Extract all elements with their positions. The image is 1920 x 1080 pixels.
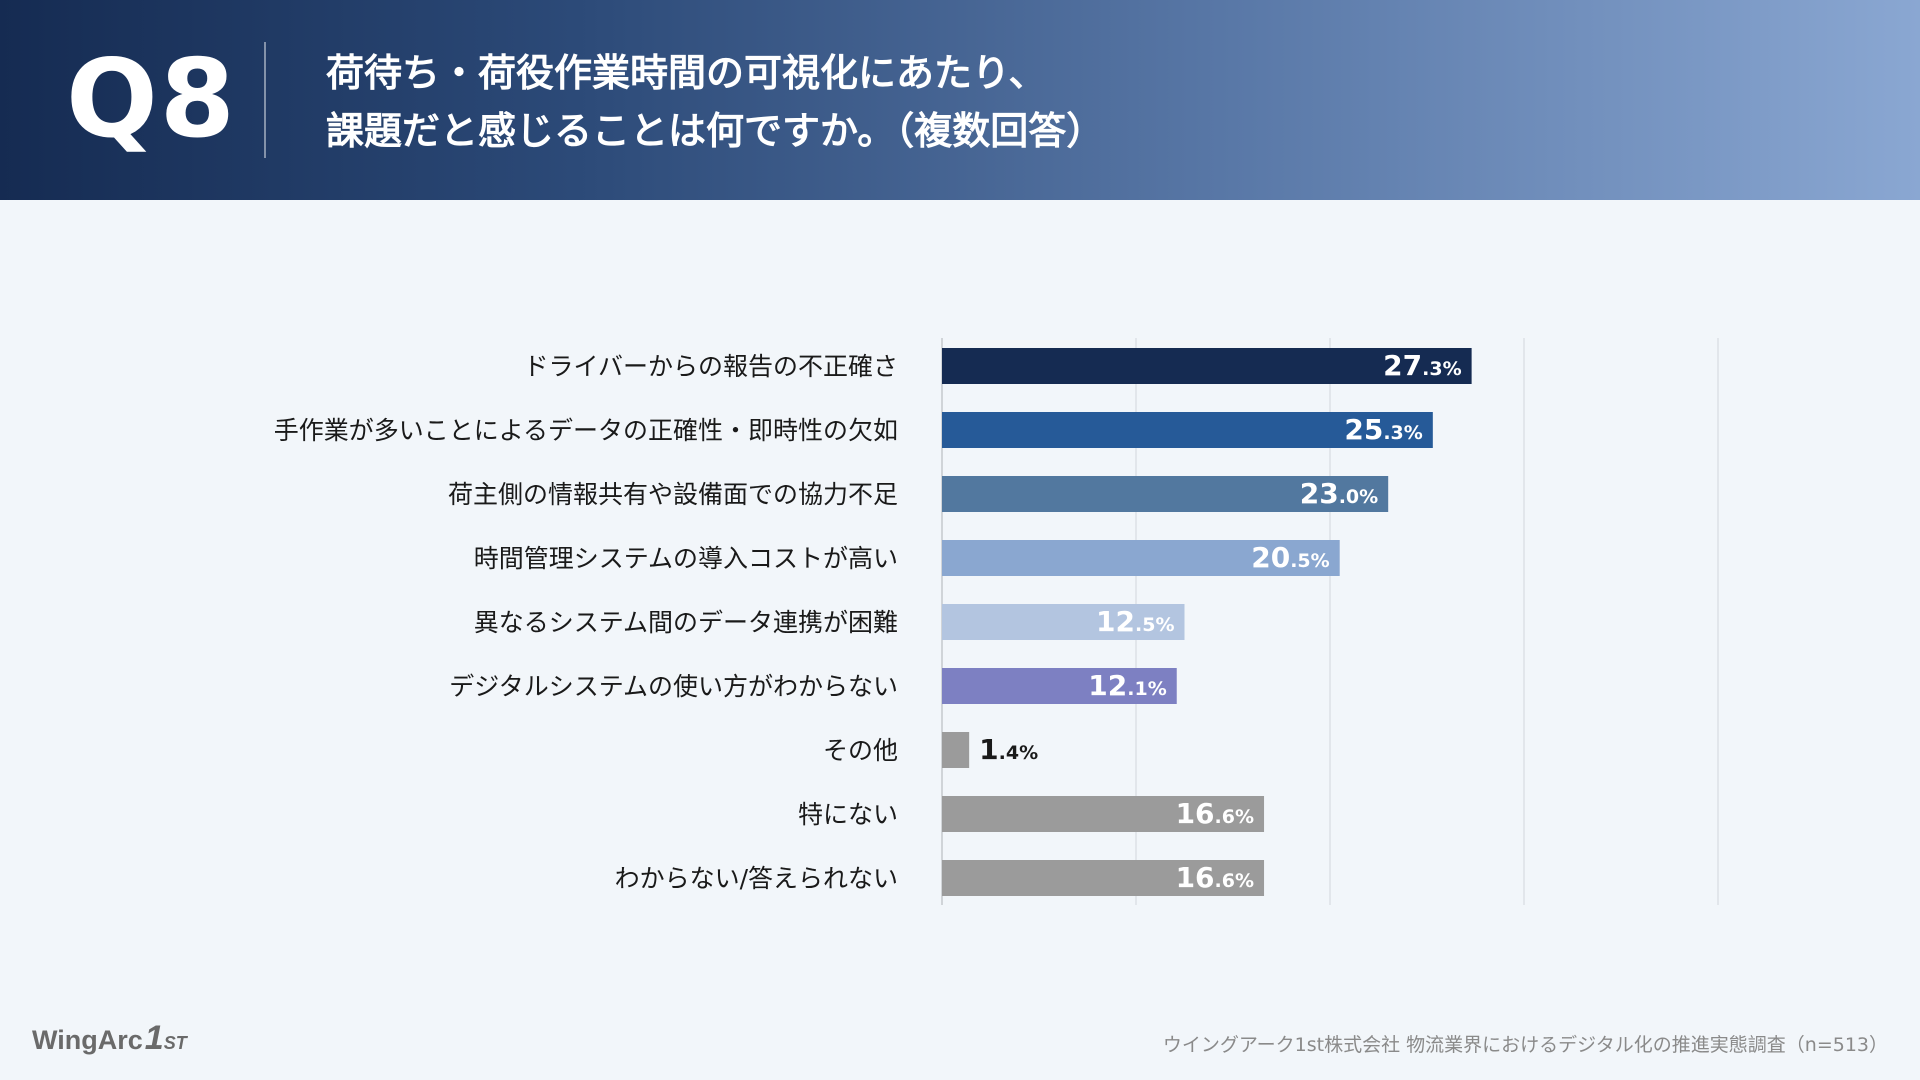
category-label: デジタルシステムの使い方がわからない (449, 672, 898, 701)
logo-mark: 1 (144, 1019, 164, 1057)
value-label-int: 1 (979, 733, 998, 766)
question-title: 荷待ち・荷役作業時間の可視化にあたり、 課題だと感じることは何ですか。（複数回答… (326, 44, 1626, 160)
value-label-int: 23 (1300, 477, 1339, 510)
value-label-int: 16 (1176, 861, 1215, 894)
category-label: ドライバーからの報告の不正確さ (523, 352, 898, 381)
value-label-dec: .1% (1127, 678, 1166, 700)
bar (942, 668, 1177, 704)
bar (942, 348, 1472, 384)
value-label-dec: .0% (1339, 486, 1378, 508)
bar (942, 476, 1389, 512)
question-title-line1: 荷待ち・荷役作業時間の可視化にあたり、 (326, 51, 1047, 95)
value-label-dec: .6% (1215, 806, 1254, 828)
bar (942, 860, 1265, 896)
value-label: 23.0% (1300, 477, 1378, 510)
value-label: 12.1% (1088, 669, 1166, 702)
bar (942, 540, 1340, 576)
value-label-dec: .3% (1422, 358, 1461, 380)
value-label: 1.4% (979, 733, 1038, 766)
value-label-dec: .4% (999, 742, 1038, 764)
header-divider (264, 42, 266, 158)
category-label: 手作業が多いことによるデータの正確性・即時性の欠如 (274, 416, 898, 445)
value-label-int: 12 (1096, 605, 1135, 638)
category-label: 時間管理システムの導入コストが高い (474, 544, 898, 573)
category-label: 異なるシステム間のデータ連携が困難 (474, 608, 898, 637)
bar (942, 796, 1265, 832)
source-note: ウイングアーク1st株式会社 物流業界におけるデジタル化の推進実態調査（n=51… (1162, 1034, 1888, 1056)
value-label-int: 16 (1176, 797, 1215, 830)
bar (942, 732, 970, 768)
bar (942, 412, 1433, 448)
value-label-int: 27 (1383, 349, 1422, 382)
category-label: その他 (823, 736, 898, 765)
category-label: 特にない (798, 800, 898, 829)
header-banner: Q8 荷待ち・荷役作業時間の可視化にあたり、 課題だと感じることは何ですか。（複… (0, 0, 1920, 200)
category-label: 荷主側の情報共有や設備面での協力不足 (448, 480, 898, 509)
question-number: Q8 (66, 37, 237, 162)
value-label-int: 12 (1088, 669, 1127, 702)
logo-sup: ST (163, 1033, 187, 1053)
value-label-dec: .5% (1290, 550, 1329, 572)
value-label: 16.6% (1176, 861, 1254, 894)
question-title-line2: 課題だと感じることは何ですか。（複数回答） (326, 109, 1105, 153)
value-label: 20.5% (1251, 541, 1329, 574)
logo-text: WingArc (32, 1025, 143, 1055)
category-label: わからない/答えられない (615, 864, 898, 893)
value-label-dec: .5% (1135, 614, 1174, 636)
value-label-int: 20 (1251, 541, 1290, 574)
value-label: 12.5% (1096, 605, 1174, 638)
wingarc-logo: WingArc1ST (32, 1018, 187, 1058)
value-label: 16.6% (1176, 797, 1254, 830)
value-label: 27.3% (1383, 349, 1461, 382)
value-label-dec: .6% (1215, 870, 1254, 892)
value-label: 25.3% (1344, 413, 1422, 446)
value-label-int: 25 (1344, 413, 1383, 446)
value-label-dec: .3% (1383, 422, 1422, 444)
bar (942, 604, 1185, 640)
